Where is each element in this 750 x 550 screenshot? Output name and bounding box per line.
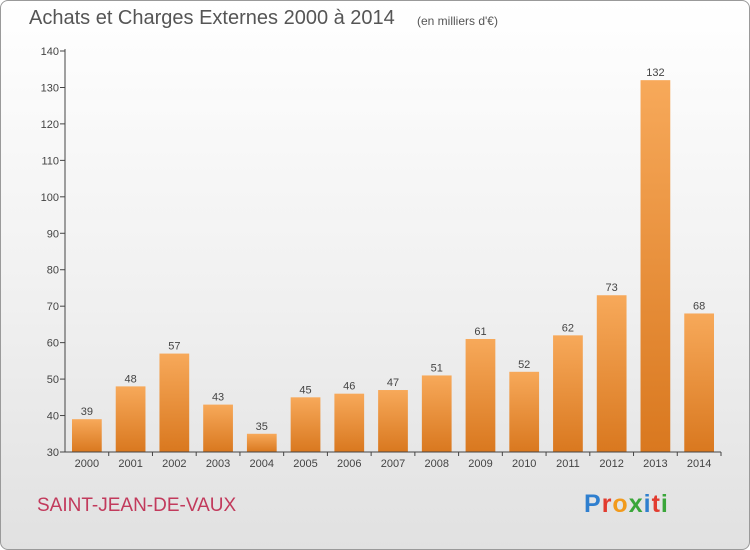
bar [553, 335, 583, 452]
logo-letter: i [660, 490, 669, 518]
y-tick-label: 130 [41, 82, 59, 94]
chart-title: Achats et Charges Externes 2000 à 2014 [29, 7, 395, 29]
y-tick-label: 40 [47, 411, 59, 423]
x-tick-label: 2000 [75, 458, 99, 470]
x-tick-label: 2002 [162, 458, 186, 470]
bar-value-label: 57 [168, 341, 180, 353]
y-tick-label: 90 [47, 228, 59, 240]
bar [684, 313, 715, 452]
bar-value-label: 46 [343, 381, 355, 393]
x-tick-label: 2005 [293, 458, 317, 470]
x-tick-label: 2011 [556, 458, 580, 470]
logo-letter: x [628, 490, 644, 518]
bar-value-label: 61 [474, 326, 486, 338]
x-tick-label: 2009 [468, 458, 492, 470]
commune-name: SAINT-JEAN-DE-VAUX [37, 495, 237, 516]
bar [640, 80, 671, 452]
bar-value-label: 43 [212, 392, 224, 404]
logo-letter: P [584, 490, 602, 518]
logo-letter: t [651, 490, 661, 518]
y-tick-label: 80 [47, 265, 59, 277]
logo-letter: r [601, 490, 613, 518]
bar-value-label: 47 [387, 377, 399, 389]
y-tick-label: 120 [41, 119, 59, 131]
x-tick-label: 2012 [599, 458, 623, 470]
y-tick-label: 100 [41, 192, 59, 204]
logo-letter: o [612, 490, 629, 518]
bar-value-label: 68 [693, 300, 705, 312]
bar [246, 433, 277, 452]
y-tick-label: 140 [41, 46, 59, 58]
bar [509, 371, 540, 452]
x-tick-label: 2006 [337, 458, 361, 470]
x-tick-label: 2008 [424, 458, 448, 470]
x-tick-label: 2001 [118, 458, 142, 470]
bar-value-label: 52 [518, 359, 530, 371]
bar [421, 375, 452, 452]
x-tick-label: 2007 [381, 458, 405, 470]
bar-value-label: 73 [606, 282, 618, 294]
bar [378, 390, 408, 452]
y-tick-label: 70 [47, 301, 59, 313]
bar-value-label: 132 [646, 67, 664, 79]
proxiti-logo: Proxiti [584, 490, 669, 519]
y-tick-label: 50 [47, 374, 59, 386]
y-tick-label: 30 [47, 447, 59, 459]
bar [115, 386, 146, 452]
bar [334, 393, 365, 452]
bar [596, 295, 627, 452]
bar [465, 338, 496, 452]
x-tick-label: 2014 [687, 458, 711, 470]
bar [203, 404, 233, 452]
bar-value-label: 62 [562, 322, 574, 334]
bar [159, 353, 190, 452]
y-tick-label: 110 [41, 155, 59, 167]
x-tick-label: 2013 [643, 458, 667, 470]
bar-value-label: 48 [124, 373, 136, 385]
logo-letter: i [643, 490, 652, 518]
x-tick-label: 2003 [206, 458, 230, 470]
bar [71, 419, 102, 452]
y-tick-label: 60 [47, 338, 59, 350]
bar [290, 397, 321, 452]
x-tick-label: 2004 [250, 458, 274, 470]
bar-value-label: 51 [431, 362, 443, 374]
chart-unit: (en milliers d'€) [417, 14, 498, 28]
bar-value-label: 35 [256, 421, 268, 433]
bar-value-label: 45 [299, 384, 311, 396]
bar-value-label: 39 [81, 406, 93, 418]
x-tick-label: 2010 [512, 458, 536, 470]
